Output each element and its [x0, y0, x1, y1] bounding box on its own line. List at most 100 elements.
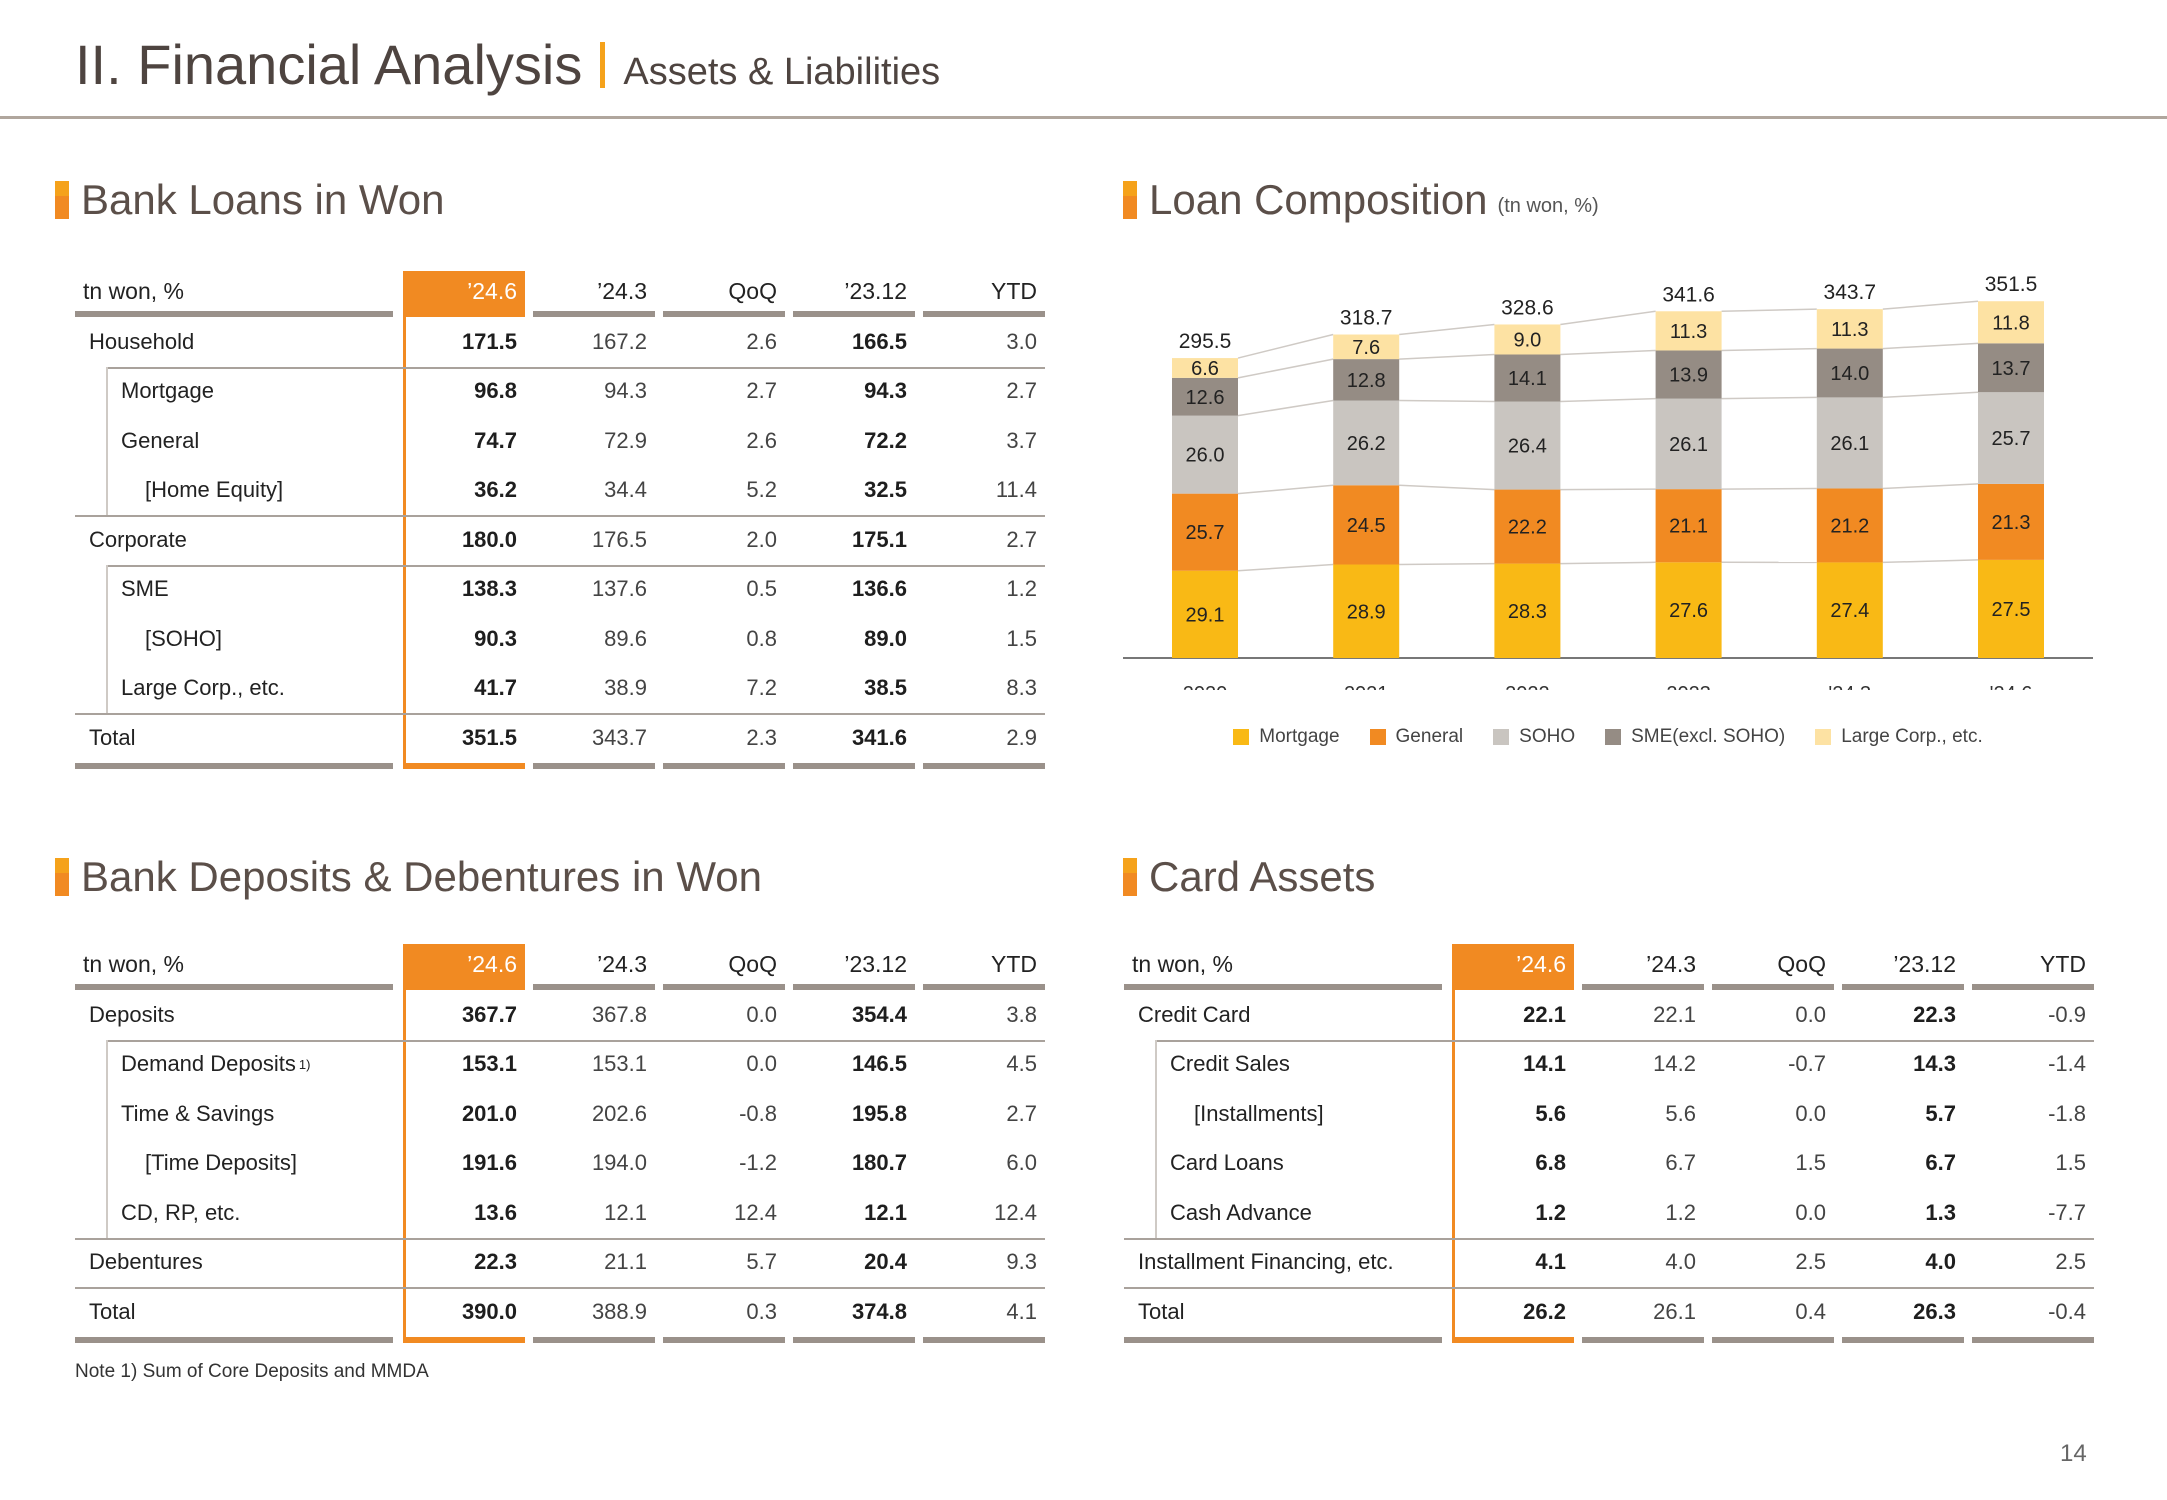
column-gap	[655, 614, 663, 664]
cell-value: 4.0	[1665, 1249, 1696, 1275]
bar-segment-sme-excl-soho-	[1816, 348, 1883, 398]
column-gap	[915, 565, 923, 615]
column-gap	[655, 763, 663, 769]
bottom-rule-segment	[663, 762, 785, 769]
column-gap	[915, 1089, 923, 1139]
cell-value: 191.6	[403, 1138, 525, 1188]
segment-label: 6.6	[1191, 358, 1219, 380]
column-gap	[785, 990, 793, 1040]
row-label: Credit Card	[1124, 990, 1442, 1040]
column-gap	[785, 1089, 793, 1139]
connector-line	[1721, 487, 1817, 490]
column-gap	[655, 271, 663, 317]
connector-line	[1721, 347, 1817, 352]
bar-segment-sme-excl-soho-	[1978, 343, 2044, 393]
column-gap	[393, 317, 403, 367]
segment-label: 13.7	[1992, 358, 2031, 380]
segment-label: 28.9	[1347, 601, 1386, 623]
row-label-text: Large Corp., etc.	[121, 675, 285, 701]
column-gap	[655, 713, 663, 763]
card-assets-table: tn won, % ’24.6’24.3 QoQ ’23.12 YTD Credit Ca…	[1124, 944, 2094, 1343]
column-gap	[915, 367, 923, 417]
cell-value: 2.7	[1006, 526, 1037, 552]
column-gap	[915, 515, 923, 565]
table-row: Cash Advance 1.2 1.2 0.0 1.3 -7.7	[1124, 1188, 2094, 1238]
cell-value: 1.2	[1665, 1199, 1696, 1225]
cell-value: 9.3	[1006, 1249, 1037, 1275]
column-gap	[1964, 1139, 1972, 1189]
table-row: Credit Card 22.1 22.1 0.0 22.3 -0.9	[1124, 990, 2094, 1040]
cell-value: -0.9	[2048, 1001, 2086, 1027]
cell-value: 2.5	[1795, 1249, 1826, 1275]
connector-line	[1399, 323, 1495, 336]
column-gap	[1442, 1089, 1452, 1139]
section-title: Loan Composition	[1149, 176, 1488, 223]
column-gap	[785, 1238, 793, 1288]
category-label: 2023	[1666, 683, 1711, 690]
column-gap	[1574, 1040, 1582, 1090]
category-label: 2022	[1505, 683, 1550, 690]
column-gap	[785, 1337, 793, 1343]
table-row: Installment Financing, etc. 4.1 4.0 2.5 4.0 2…	[1124, 1237, 2094, 1287]
cell-value: 5.7	[1925, 1100, 1956, 1126]
column-gap	[915, 1238, 923, 1288]
cell-value: 20.4	[864, 1249, 907, 1275]
cell-value: 14.3	[1913, 1051, 1956, 1077]
connector-line	[1237, 333, 1334, 359]
column-gap	[655, 1188, 663, 1238]
column-gap	[1964, 944, 1972, 990]
cell-value: 6.0	[1006, 1150, 1037, 1176]
column-gap	[785, 713, 793, 763]
bottom-rule-segment	[1972, 1336, 2094, 1343]
segment-label: 9.0	[1513, 329, 1541, 351]
table-row: CD, RP, etc. 13.6 12.1 12.4 12.1 12.4	[75, 1188, 1045, 1238]
cell-value: 38.5	[864, 675, 907, 701]
column-gap	[1834, 1089, 1842, 1139]
cell-value: 22.3	[1913, 1001, 1956, 1027]
row-label: Credit Sales	[1124, 1039, 1442, 1090]
row-label: SME	[75, 564, 393, 615]
row-label: Total	[75, 713, 393, 763]
column-gap	[1704, 1337, 1712, 1343]
column-gap	[1704, 1040, 1712, 1090]
cell-value: 153.1	[403, 1039, 525, 1089]
segment-label: 29.1	[1186, 604, 1225, 626]
table-row: General 74.7 72.9 2.6 72.2 3.7	[75, 416, 1045, 466]
bottom-rule-segment	[663, 1336, 785, 1343]
connector-line	[1237, 399, 1334, 417]
cell-value: 2.7	[1006, 378, 1037, 404]
cell-value: -1.4	[2048, 1051, 2086, 1077]
row-label: Demand Deposits 1)	[75, 1039, 393, 1090]
cell-value: 390.0	[403, 1287, 525, 1337]
table-row: Credit Sales 14.1 14.2 -0.7 14.3 -1.4	[1124, 1039, 2094, 1090]
column-header: YTD	[923, 944, 1045, 990]
column-gap	[785, 565, 793, 615]
total-label: 295.5	[1179, 330, 1232, 353]
connector-line	[1399, 484, 1495, 491]
row-label-text: General	[121, 427, 200, 453]
column-gap	[785, 763, 793, 769]
page-number: 14	[2060, 1440, 2087, 1467]
column-gap	[785, 1139, 793, 1189]
column-gap	[915, 944, 923, 990]
column-gap	[1834, 1040, 1842, 1090]
bar-segment-general	[1494, 489, 1561, 564]
column-header: ’24.3	[533, 944, 655, 990]
cell-value: 202.6	[591, 1100, 647, 1126]
column-gap	[525, 271, 533, 317]
column-gap	[393, 664, 403, 714]
column-gap	[915, 1139, 923, 1189]
bar-segment-sme-excl-soho-	[1172, 377, 1238, 416]
connector-line	[1721, 308, 1817, 313]
table-row: Card Loans 6.8 6.7 1.5 6.7 1.5	[1124, 1138, 2094, 1189]
connector-line	[1399, 399, 1495, 403]
category-label: 2021	[1344, 683, 1389, 690]
table-row: Demand Deposits 1) 153.1 153.1 0.0 146.5 4.5	[75, 1039, 1045, 1090]
column-gap	[1834, 944, 1842, 990]
cell-value: 5.7	[746, 1249, 777, 1275]
cell-value: -7.7	[2048, 1199, 2086, 1225]
column-header: ’23.12	[1842, 944, 1964, 990]
connector-line	[1882, 559, 1979, 564]
cell-value: 26.2	[1452, 1287, 1574, 1337]
column-gap	[393, 713, 403, 763]
